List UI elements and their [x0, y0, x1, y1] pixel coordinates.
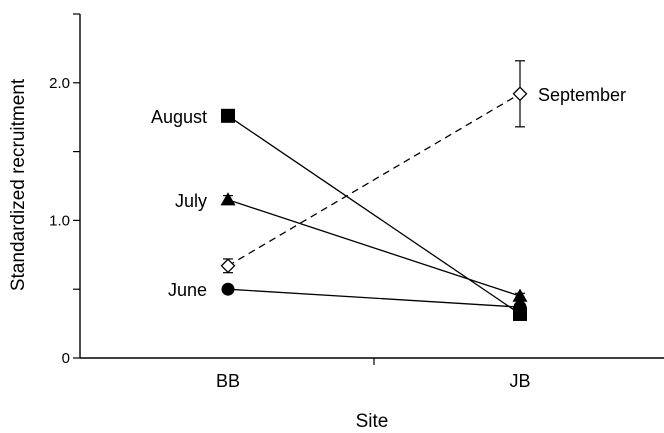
y-tick-label: 1.0 — [49, 212, 70, 229]
data-point — [512, 288, 528, 302]
x-tick-label: JB — [509, 371, 530, 391]
data-point — [220, 258, 236, 274]
data-point — [220, 192, 236, 206]
axes — [79, 14, 664, 359]
series-label: September — [538, 85, 626, 105]
series-line — [227, 288, 521, 308]
x-axis-title: Site — [356, 411, 389, 432]
y-tick-label: 2.0 — [49, 75, 70, 92]
series-august — [221, 108, 527, 321]
y-tick-label: 0 — [62, 350, 70, 367]
series-july — [220, 192, 528, 302]
series-line — [227, 93, 521, 267]
series-label: July — [175, 191, 207, 211]
series-layer — [220, 60, 528, 321]
series-label: August — [151, 107, 207, 127]
data-point — [221, 108, 235, 123]
data-point — [512, 86, 528, 102]
data-point — [513, 306, 527, 321]
x-tick-label: BB — [216, 371, 240, 391]
labels: June July August September — [151, 85, 626, 300]
series-september — [220, 60, 528, 274]
data-point — [221, 282, 235, 296]
series-line — [227, 199, 521, 297]
series-line — [227, 115, 521, 315]
ticks: 0 1.0 2.0 BB JB — [49, 13, 531, 391]
series-label: June — [168, 280, 207, 300]
y-axis-title: Standardized recruitment — [8, 78, 29, 291]
